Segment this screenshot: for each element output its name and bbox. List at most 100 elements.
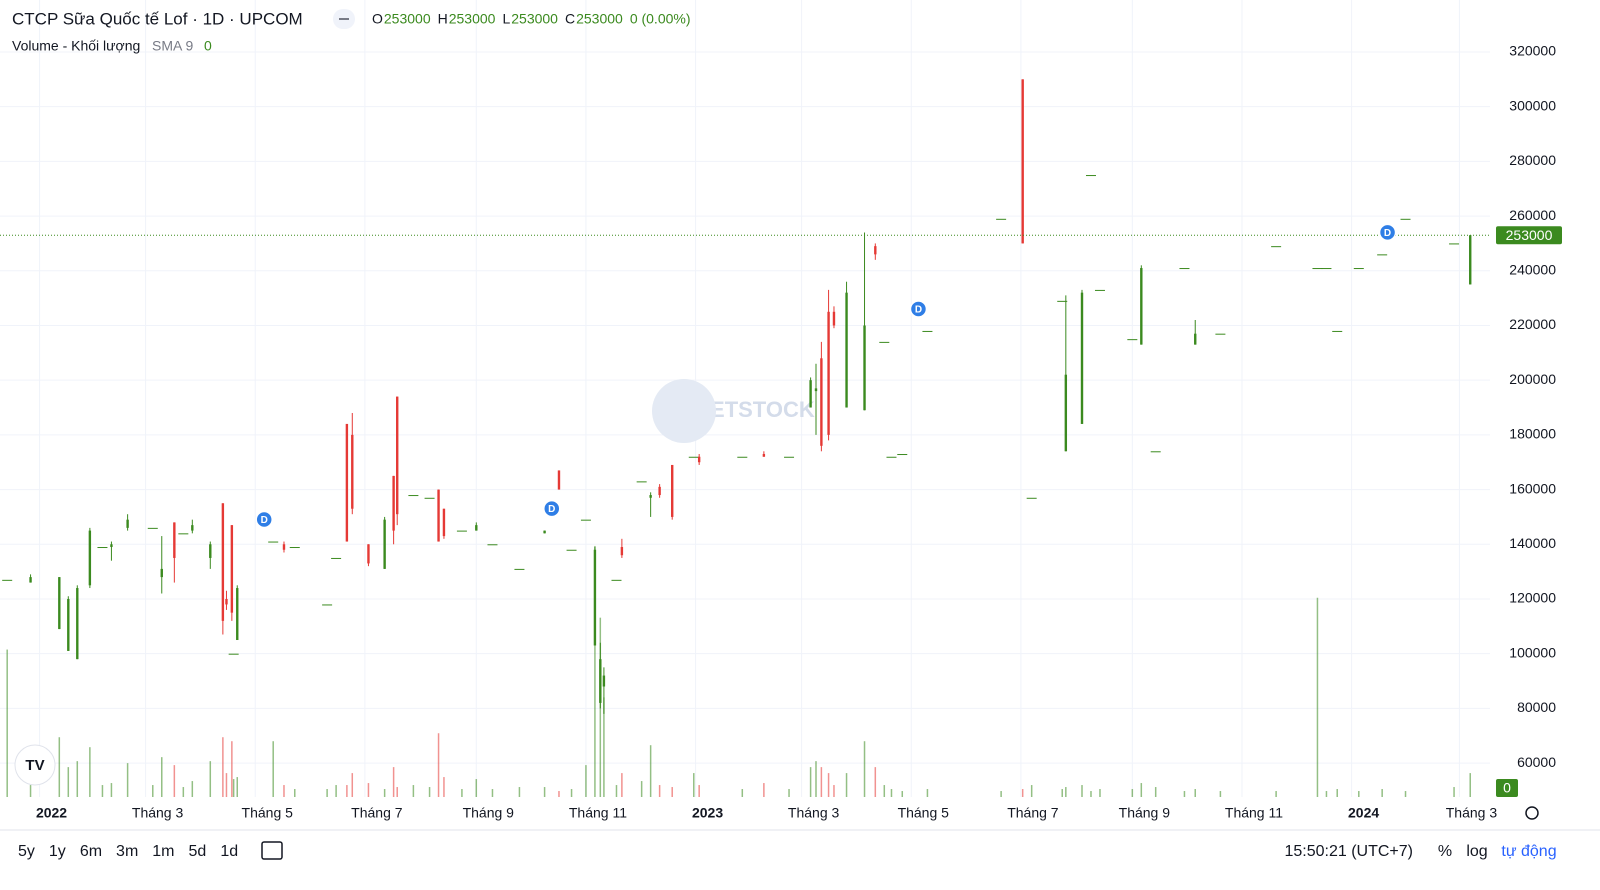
volume-bar [1131,789,1134,797]
volume-bar [815,761,817,797]
volume-bar [491,789,494,797]
candle-body [1140,268,1143,345]
x-tick-label: Tháng 3 [1446,805,1498,821]
volume-bar [1453,787,1455,797]
x-tick-label: Tháng 11 [569,805,627,821]
volume-bar [412,785,415,797]
ohlc-value: 253000 [384,11,431,27]
volume-bar [763,783,765,797]
ohlc-letter: H [438,11,448,27]
volume-bar [1090,791,1092,797]
volume-bar [126,763,129,797]
candle-body [922,330,933,332]
volume-bar [603,697,605,797]
volume-bar [1065,787,1067,797]
last-price-label: 253000 [1506,227,1553,243]
candle-body [827,311,830,435]
dividend-marker[interactable] [255,510,273,529]
y-tick-label: 120000 [1509,590,1556,606]
candle-body [809,380,812,408]
candle-body [221,503,225,621]
candle-body [1312,268,1323,270]
y-tick-label: 280000 [1509,152,1556,168]
volume-bar [543,787,546,797]
volume-bar [443,777,445,797]
log-button[interactable]: log [1466,843,1487,860]
dividend-marker-label: D [915,305,922,316]
candle-body [396,396,399,515]
range-button[interactable]: 5d [189,843,207,860]
volume-bar [1381,789,1383,797]
range-button[interactable]: 1m [152,843,174,860]
volume-bar [1000,791,1002,797]
candle-body [424,497,435,499]
y-tick-label: 100000 [1509,644,1556,660]
volume-bar [594,545,596,797]
range-button[interactable]: 1d [220,843,238,860]
range-button[interactable]: 6m [80,843,102,860]
candle-body [784,456,795,458]
candle-body [897,454,908,456]
volume-bar [367,783,370,797]
dividend-marker[interactable] [909,300,928,318]
x-tick-label: Tháng 5 [242,805,294,821]
x-tick-label: 2024 [1348,805,1379,821]
candle-body [1026,497,1037,499]
candle-body [456,530,467,532]
volume-bar [294,789,296,797]
candle-body [225,598,228,605]
volume-bar [173,765,176,797]
candle-body [514,568,525,570]
candle-body [996,218,1007,220]
auto-button[interactable]: tự động [1501,843,1556,860]
y-tick-label: 160000 [1509,480,1556,496]
dividend-marker[interactable] [1378,223,1397,242]
candle-body [236,588,239,641]
candle-body [351,434,354,509]
volume-bar [863,741,866,797]
ohlc-value: 253000 [576,11,623,27]
candle-body [487,544,498,546]
candle-body [1400,218,1411,220]
candle-body [1179,268,1190,270]
volume-bar [89,747,91,797]
candle-body [230,525,234,613]
percent-button[interactable]: % [1438,843,1452,860]
last-volume-label: 0 [1503,780,1511,796]
volume-bar [615,785,618,797]
volume-bar [76,761,79,797]
candle-body [1057,300,1068,302]
tv-logo[interactable] [14,744,56,786]
range-button[interactable]: 5y [18,843,35,860]
candle-body [58,577,61,630]
volume-bar [1030,785,1033,797]
volume-bar [101,785,104,797]
candle-body [1064,374,1068,452]
x-tick-label: 2022 [36,805,67,821]
candle-body [1194,333,1197,345]
x-tick-label: Tháng 5 [898,805,950,821]
candle-body [228,653,239,655]
candle-body [543,530,546,534]
x-tick-label: Tháng 9 [1119,805,1171,821]
volume-bar [392,767,395,797]
volume-bar [1194,789,1196,797]
candle-body [649,495,652,498]
range-button[interactable]: 3m [116,843,138,860]
candle-body [886,456,897,458]
candle-body [29,577,32,583]
dividend-marker[interactable] [543,499,561,518]
volume-bar [827,773,830,797]
volume-bar [1081,785,1083,797]
volume-bar [845,773,848,797]
range-button[interactable]: 1y [49,843,66,860]
volume-bar [351,773,354,797]
candle-body [1449,243,1460,245]
last-price-tag [1496,226,1562,245]
settings-icon[interactable] [1525,806,1539,820]
volume-bar [222,737,224,797]
date-range-icon[interactable] [261,841,283,860]
